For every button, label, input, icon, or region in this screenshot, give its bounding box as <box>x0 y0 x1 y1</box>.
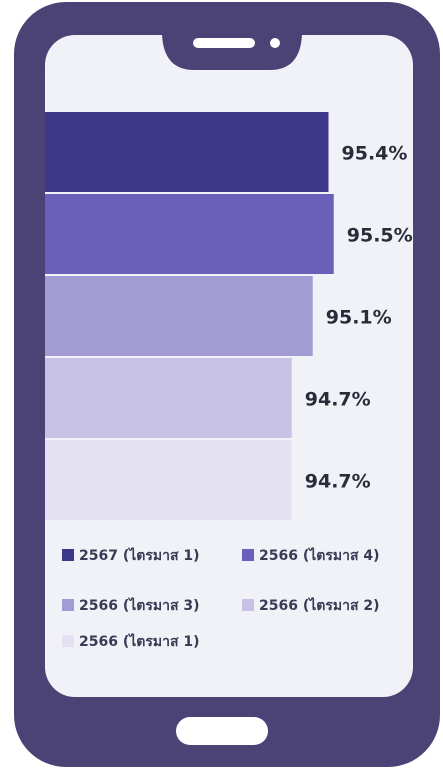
legend-label: 2567 (ไตรมาส 1) <box>79 546 200 564</box>
bar <box>45 194 334 274</box>
value-label: 95.4% <box>342 143 408 165</box>
legend-label: 2566 (ไตรมาส 2) <box>259 596 380 614</box>
bar <box>45 358 292 438</box>
speaker <box>193 38 255 48</box>
camera <box>270 38 280 48</box>
value-label: 95.1% <box>326 307 392 329</box>
legend-swatch <box>242 599 254 611</box>
bar <box>45 440 292 520</box>
legend-swatch <box>62 549 74 561</box>
value-label: 94.7% <box>305 389 371 411</box>
legend-swatch <box>62 599 74 611</box>
legend-swatch <box>62 635 74 647</box>
legend-swatch <box>242 549 254 561</box>
legend-label: 2566 (ไตรมาส 3) <box>79 596 200 614</box>
home-button <box>176 717 268 745</box>
legend-label: 2566 (ไตรมาส 4) <box>259 546 380 564</box>
value-label: 95.5% <box>347 225 413 247</box>
legend-label: 2566 (ไตรมาส 1) <box>79 632 200 650</box>
bar <box>45 112 329 192</box>
bar <box>45 276 313 356</box>
value-label: 94.7% <box>305 471 371 493</box>
phone-chart: 95.4% 95.5% 95.1% 94.7% 94.7% 2567 (ไตรมาส 1)… <box>0 0 443 769</box>
